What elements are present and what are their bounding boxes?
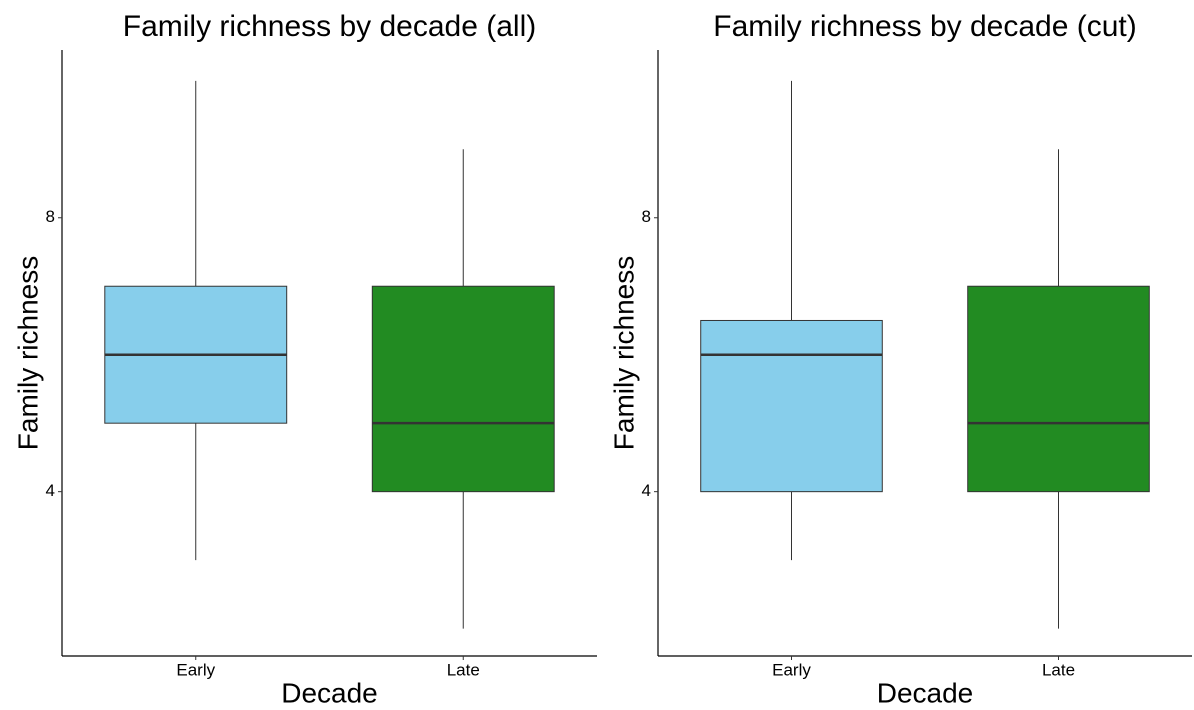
- x-tick-label: Late: [1042, 660, 1075, 679]
- chart-title: Family richness by decade (all): [123, 10, 536, 43]
- box: [967, 285, 1150, 493]
- x-tick-label: Early: [772, 660, 811, 679]
- y-tick-label: 8: [642, 207, 651, 226]
- x-axis-label: Decade: [877, 677, 974, 708]
- x-axis-label: Decade: [281, 677, 378, 708]
- chart-title: Family richness by decade (cut): [713, 10, 1137, 43]
- y-tick-label: 4: [642, 481, 651, 500]
- box: [371, 285, 555, 493]
- x-tick-label: Early: [176, 660, 215, 679]
- x-tick-label: Late: [447, 660, 480, 679]
- y-tick-label: 8: [46, 207, 55, 226]
- y-axis-label: Family richness: [608, 256, 639, 450]
- y-axis-label: Family richness: [12, 256, 43, 450]
- box: [700, 319, 883, 493]
- y-tick-label: 4: [46, 481, 55, 500]
